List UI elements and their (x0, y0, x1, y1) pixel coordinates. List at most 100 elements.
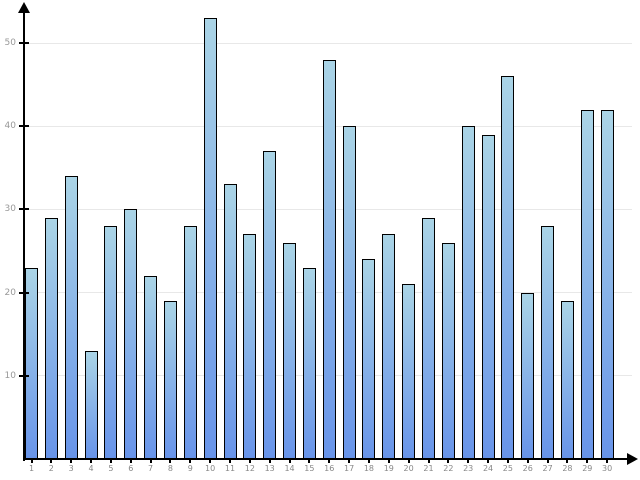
bar (541, 226, 555, 459)
x-tick (129, 459, 132, 463)
x-tick-label: 26 (522, 464, 533, 473)
bar (144, 276, 158, 459)
x-tick (328, 459, 331, 463)
x-tick (189, 459, 192, 463)
bar (84, 351, 98, 459)
x-tick-label: 30 (602, 464, 613, 473)
bar (243, 234, 257, 459)
bar (461, 126, 475, 459)
bar (203, 18, 217, 459)
x-tick-label: 4 (88, 464, 94, 473)
bar (342, 126, 356, 459)
x-tick (348, 459, 351, 463)
x-tick (70, 459, 73, 463)
x-tick-label: 23 (463, 464, 474, 473)
x-tick (467, 459, 470, 463)
x-tick (109, 459, 112, 463)
x-tick-label: 29 (582, 464, 593, 473)
x-tick (526, 459, 529, 463)
bar (283, 243, 297, 459)
x-tick (30, 459, 33, 463)
x-tick (387, 459, 390, 463)
x-tick-label: 20 (403, 464, 414, 473)
x-tick-label: 24 (482, 464, 494, 473)
bar (600, 110, 614, 459)
y-tick-label: 20 (4, 287, 16, 298)
bar (124, 209, 138, 459)
x-tick-label: 9 (187, 464, 193, 473)
x-tick-label: 27 (542, 464, 553, 473)
y-tick-label: 50 (4, 38, 16, 48)
x-tick (566, 459, 569, 463)
x-tick-label: 18 (363, 464, 375, 473)
x-tick (367, 459, 370, 463)
x-tick (586, 459, 589, 463)
y-axis-line (23, 9, 25, 461)
x-tick (229, 459, 231, 463)
x-tick-label: 28 (562, 464, 573, 473)
bar (104, 226, 118, 459)
bar (223, 184, 237, 459)
x-tick-label: 3 (68, 464, 74, 473)
x-tick-label: 22 (443, 464, 454, 473)
x-tick-label: 6 (128, 464, 134, 473)
x-tick-label: 11 (224, 464, 236, 473)
x-tick (487, 459, 490, 463)
x-tick (268, 459, 271, 463)
bar (322, 60, 336, 459)
bar (422, 218, 435, 459)
x-tick-label: 17 (344, 464, 355, 473)
gridline (24, 42, 632, 44)
x-tick-label: 14 (284, 464, 295, 473)
x-tick-label: 2 (48, 464, 54, 473)
x-tick (169, 459, 172, 463)
bar (362, 259, 376, 459)
y-tick-label: 30 (4, 204, 16, 215)
bar (183, 226, 197, 459)
x-tick (447, 459, 450, 463)
x-tick-label: 21 (423, 464, 434, 473)
x-tick-label: 16 (324, 464, 335, 473)
x-tick-label: 12 (244, 464, 255, 473)
x-tick-label: 5 (108, 464, 114, 473)
x-tick-label: 8 (167, 464, 173, 473)
x-tick-label: 19 (383, 464, 394, 473)
x-tick (427, 459, 430, 463)
x-tick (506, 459, 509, 463)
x-axis-arrow-icon (627, 453, 638, 465)
bar (382, 234, 396, 459)
bar (501, 76, 515, 459)
x-tick-label: 15 (304, 464, 315, 473)
x-tick (606, 459, 609, 463)
bar (302, 268, 316, 459)
x-tick (248, 459, 251, 463)
bar (64, 176, 78, 459)
bar (25, 268, 38, 459)
x-tick (308, 459, 311, 463)
bar (263, 151, 277, 459)
x-tick (50, 459, 53, 463)
x-tick (407, 459, 410, 463)
bar (580, 110, 594, 459)
y-tick-label: 10 (4, 370, 16, 381)
bar (481, 135, 495, 459)
x-tick-label: 10 (205, 464, 216, 473)
bar (402, 284, 416, 459)
x-tick (149, 459, 152, 463)
bar (441, 243, 455, 459)
bar (44, 218, 58, 459)
x-tick-label: 7 (148, 464, 154, 473)
x-tick (546, 459, 549, 463)
y-tick-label: 40 (4, 121, 16, 132)
bar (521, 293, 535, 459)
y-axis-arrow-icon (18, 2, 30, 13)
x-tick-label: 13 (264, 464, 275, 473)
x-tick (288, 459, 291, 463)
bar (560, 301, 574, 459)
x-tick-label: 25 (502, 464, 513, 473)
x-tick-label: 1 (28, 464, 35, 473)
bar (163, 301, 177, 459)
x-axis-line (23, 458, 629, 460)
x-tick (209, 459, 212, 463)
